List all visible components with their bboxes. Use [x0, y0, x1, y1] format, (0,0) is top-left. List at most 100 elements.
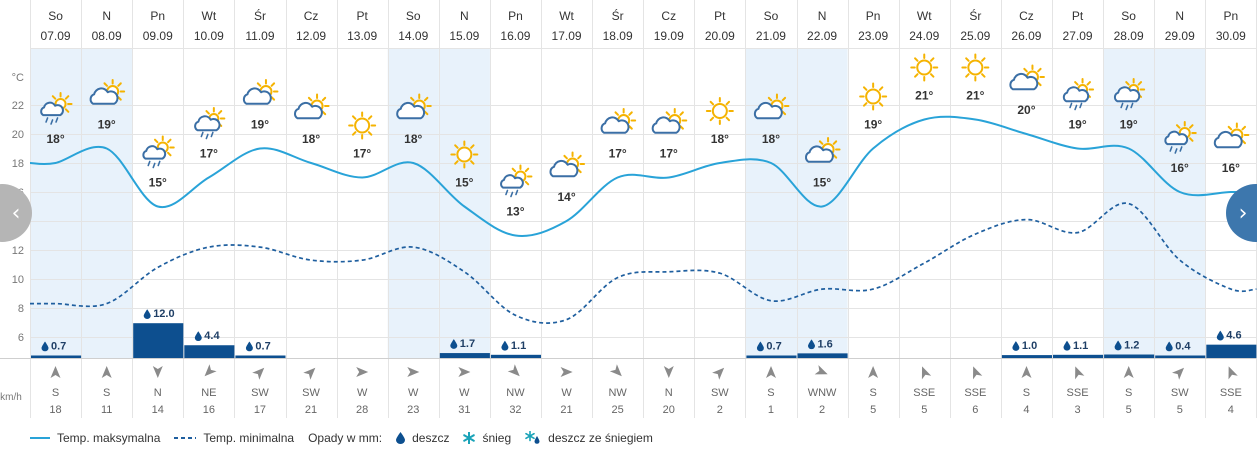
- day-of-week-label: So: [406, 9, 421, 23]
- y-tick-label: 20: [12, 129, 24, 141]
- y-axis-unit: °C: [12, 72, 24, 84]
- wind-direction-label: S: [1125, 387, 1132, 399]
- wind-speed-label: 4: [1228, 404, 1234, 416]
- day-of-week-label: So: [764, 9, 779, 23]
- max-temp-label: 14°: [557, 190, 575, 204]
- legend-precip-label: Opady w mm:: [308, 431, 383, 445]
- precip-value: 4.4: [194, 330, 220, 342]
- raindrop-icon: [143, 309, 151, 319]
- precip-label: 0.7: [766, 341, 781, 353]
- precip-label: 1.1: [511, 340, 526, 352]
- max-temp-label: 19°: [864, 118, 882, 132]
- wind-speed-label: 5: [921, 404, 927, 416]
- sun-cloud-icon: [549, 151, 586, 178]
- max-temp-label: 18°: [404, 132, 422, 146]
- y-tick-label: 8: [18, 303, 24, 315]
- legend-precip: Opady w mm:: [308, 431, 382, 445]
- wind-speed-label: 3: [1074, 404, 1080, 416]
- wind-speed-label: 21: [305, 404, 317, 416]
- date-label: 12.09: [296, 29, 326, 43]
- wind-direction-label: NE: [201, 387, 216, 399]
- precip-value: 1.0: [1012, 340, 1037, 352]
- date-label: 08.09: [92, 29, 122, 43]
- precip-value: 1.1: [1063, 340, 1088, 352]
- precip-value: 1.7: [450, 338, 475, 350]
- day-of-week-label: Cz: [1019, 9, 1034, 23]
- raindrop-icon: [1216, 330, 1224, 341]
- max-temp-label: 21°: [966, 89, 984, 103]
- max-temp-label: 19°: [98, 118, 116, 132]
- weekend-highlight: [796, 48, 848, 358]
- precip-bar: [1206, 344, 1257, 358]
- wind-arrow-icon: [356, 367, 369, 377]
- raindrop-icon: [1063, 340, 1071, 351]
- wind-arrow-icon: [101, 366, 112, 378]
- max-temp-label: 15°: [149, 176, 167, 190]
- max-temp-label: 19°: [1120, 118, 1138, 132]
- wind-speed-label: 6: [972, 404, 978, 416]
- legend: Temp. maksymalna Temp. minimalna Opady w…: [30, 428, 667, 448]
- date-label: 25.09: [960, 29, 990, 43]
- wind-arrow-icon: [507, 364, 520, 377]
- wind-direction-label: SW: [251, 387, 269, 399]
- precip-bar: [1104, 354, 1155, 358]
- wind-speed-label: 2: [819, 404, 825, 416]
- wind-direction-label: NW: [608, 387, 627, 399]
- date-label: 21.09: [756, 29, 786, 43]
- precip-bar: [133, 323, 184, 358]
- wind-arrow-icon: [1075, 366, 1085, 380]
- raindrop-icon: [194, 331, 202, 342]
- wind-arrow-icon: [766, 366, 776, 378]
- wind-arrow-icon: [814, 365, 828, 375]
- wind-arrow-icon: [50, 366, 61, 378]
- day-of-week-label: Pt: [1072, 9, 1084, 23]
- wind-speed-label: 1: [768, 404, 774, 416]
- date-label: 19.09: [654, 29, 684, 43]
- precip-label: 4.4: [204, 330, 220, 342]
- max-temp-label: 18°: [762, 132, 780, 146]
- y-tick-label: 12: [12, 245, 24, 257]
- sun-icon: [910, 53, 939, 82]
- wind-direction-label: SSE: [1220, 387, 1242, 399]
- wind-arrow-icon: [609, 364, 622, 377]
- day-of-week-label: Wt: [559, 9, 574, 23]
- precip-bar: [1053, 354, 1104, 358]
- wind-speed-label: 31: [458, 404, 470, 416]
- precip-bar: [1001, 355, 1052, 358]
- max-temp-label: 13°: [506, 205, 524, 219]
- max-temp-label: 16°: [1222, 161, 1240, 175]
- day-of-week-label: Pt: [714, 9, 726, 23]
- max-temp-label: 17°: [200, 147, 218, 161]
- sun-cloud-icon: [805, 137, 841, 163]
- precip-bar: [797, 353, 848, 358]
- day-of-week-label: Cz: [661, 9, 676, 23]
- legend-min-label: Temp. minimalna: [203, 431, 295, 445]
- wind-direction-label: SW: [1171, 387, 1189, 399]
- precip-value: 1.2: [1114, 340, 1139, 352]
- legend-min-temp: Temp. minimalna: [174, 431, 294, 445]
- sun-cloud-rain-icon: [500, 164, 533, 198]
- sun-cloud-icon: [600, 108, 637, 134]
- day-of-week-label: Pn: [1224, 9, 1239, 23]
- raindrop-icon: [1165, 341, 1173, 352]
- wind-speed-label: 21: [560, 404, 572, 416]
- precip-bar: [746, 355, 797, 358]
- legend-max-label: Temp. maksymalna: [57, 431, 161, 445]
- sun-cloud-icon: [242, 79, 279, 105]
- precip-label: 1.6: [818, 338, 833, 350]
- precip-value: 0.7: [245, 341, 271, 353]
- date-label: 24.09: [909, 29, 939, 43]
- wind-arrow-icon: [252, 367, 265, 380]
- wind-direction-label: NW: [506, 387, 525, 399]
- wind-arrow-icon: [1021, 366, 1032, 378]
- precip-label: 0.4: [1175, 341, 1191, 353]
- max-temp-label: 15°: [455, 176, 473, 190]
- precip-bar: [1155, 355, 1206, 358]
- max-temp-label: 18°: [46, 132, 64, 146]
- chevron-right-icon: ›: [1238, 200, 1248, 226]
- sun-cloud-icon: [651, 108, 688, 134]
- day-of-week-label: Śr: [254, 8, 266, 23]
- precip-bar: [439, 353, 490, 358]
- wind-arrow-icon: [407, 367, 420, 377]
- wind-speed-label: 32: [509, 404, 521, 416]
